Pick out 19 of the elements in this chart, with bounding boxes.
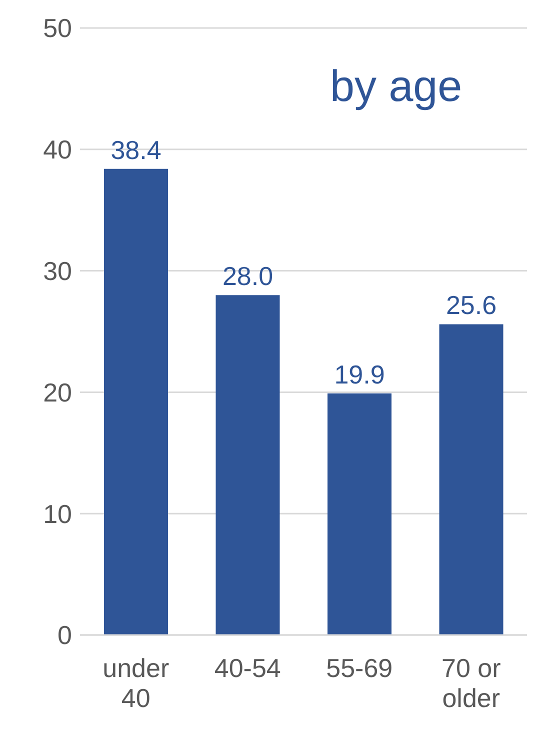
y-tick-label: 40: [43, 134, 72, 165]
y-tick-label: 50: [43, 13, 72, 44]
data-label: 28.0: [222, 261, 274, 292]
bar: [104, 168, 168, 635]
bar: [216, 295, 280, 635]
text: by age: [330, 62, 462, 112]
x-tick-label: 40-54: [214, 653, 281, 683]
y-tick-label: 20: [43, 377, 72, 408]
data-label: 19.9: [334, 359, 385, 390]
data-label: 38.4: [110, 134, 162, 165]
data-label: 25.6: [446, 290, 497, 320]
x-tick-label: 70 or older: [441, 653, 502, 713]
x-tick-label: 55-69: [326, 653, 393, 683]
y-tick-label: 0: [58, 620, 72, 650]
x-tick-label: under 40: [102, 653, 170, 713]
bar: [328, 393, 392, 635]
bar: [439, 324, 504, 635]
y-tick-label: 10: [43, 498, 72, 529]
y-tick-label: 30: [43, 256, 72, 286]
